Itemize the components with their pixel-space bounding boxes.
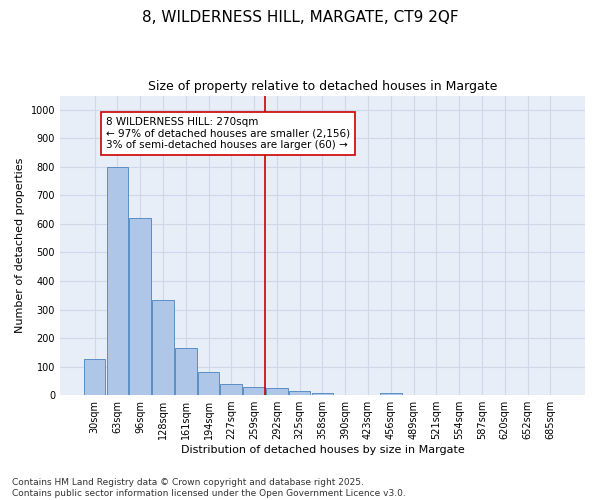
Bar bbox=[107, 167, 128, 395]
Y-axis label: Number of detached properties: Number of detached properties bbox=[15, 158, 25, 333]
Bar bbox=[198, 372, 220, 395]
Text: Contains HM Land Registry data © Crown copyright and database right 2025.
Contai: Contains HM Land Registry data © Crown c… bbox=[12, 478, 406, 498]
Title: Size of property relative to detached houses in Margate: Size of property relative to detached ho… bbox=[148, 80, 497, 93]
X-axis label: Distribution of detached houses by size in Margate: Distribution of detached houses by size … bbox=[181, 445, 464, 455]
Bar bbox=[266, 388, 288, 395]
Bar bbox=[175, 348, 197, 395]
Bar bbox=[289, 391, 310, 395]
Text: 8 WILDERNESS HILL: 270sqm
← 97% of detached houses are smaller (2,156)
3% of sem: 8 WILDERNESS HILL: 270sqm ← 97% of detac… bbox=[106, 117, 350, 150]
Bar bbox=[130, 218, 151, 395]
Bar bbox=[311, 393, 333, 395]
Bar bbox=[152, 300, 174, 395]
Bar bbox=[380, 393, 401, 395]
Text: 8, WILDERNESS HILL, MARGATE, CT9 2QF: 8, WILDERNESS HILL, MARGATE, CT9 2QF bbox=[142, 10, 458, 25]
Bar bbox=[220, 384, 242, 395]
Bar bbox=[243, 388, 265, 395]
Bar bbox=[84, 360, 106, 395]
